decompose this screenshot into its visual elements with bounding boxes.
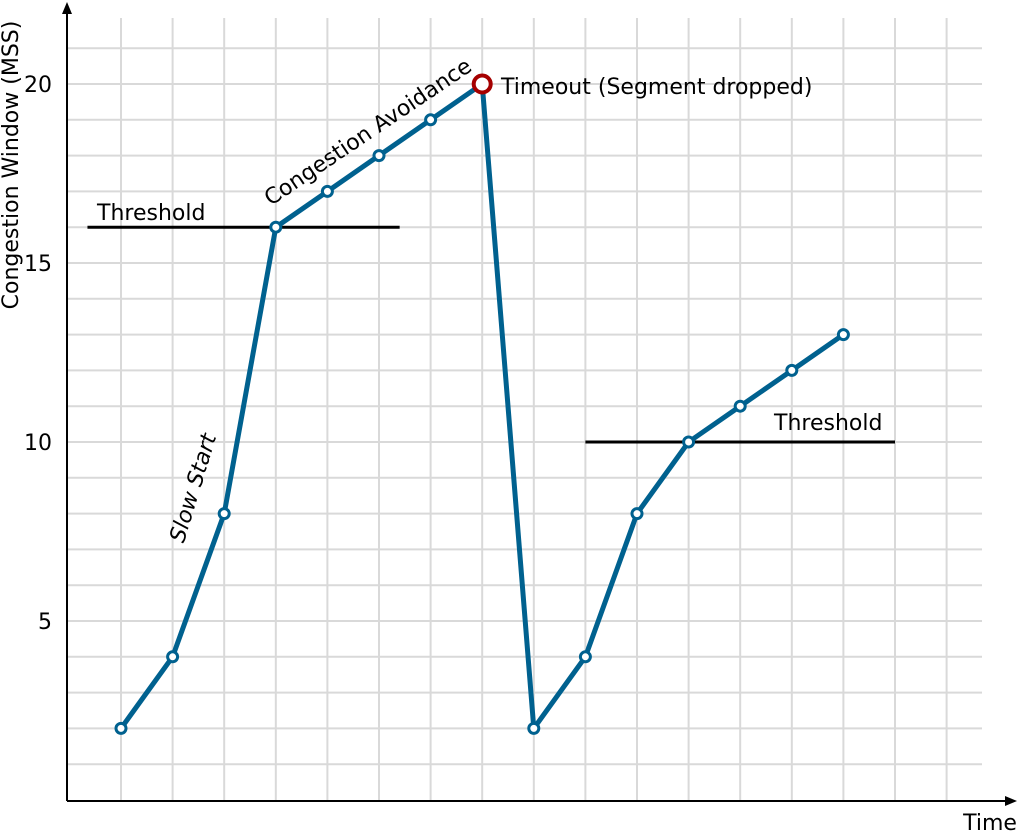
x-axis-arrow <box>1005 796 1017 806</box>
data-point <box>785 363 799 377</box>
series <box>114 73 850 735</box>
threshold-lines <box>87 225 895 444</box>
data-point <box>733 399 747 413</box>
threshold-label-1: Threshold <box>96 201 205 226</box>
data-point <box>269 220 283 234</box>
y-axis-arrow <box>62 2 72 14</box>
axes <box>62 2 1017 806</box>
data-point <box>578 650 592 664</box>
x-axis-label: Time <box>962 811 1017 832</box>
y-axis-label: Congestion Window (MSS) <box>0 21 24 310</box>
congestion-avoidance-label: Congestion Avoidance <box>260 54 476 211</box>
slow-start-label: Slow Start <box>165 429 222 545</box>
data-point <box>114 721 128 735</box>
data-point <box>320 184 334 198</box>
data-point <box>424 113 438 127</box>
threshold-label-2: Threshold <box>773 411 882 436</box>
data-point <box>217 507 231 521</box>
data-point <box>166 650 180 664</box>
y-tick-labels: 5 10 15 20 <box>24 73 52 635</box>
data-point <box>630 507 644 521</box>
y-tick-label: 10 <box>24 431 52 456</box>
timeout-marker <box>471 73 493 95</box>
data-point <box>527 721 541 735</box>
y-tick-label: 5 <box>38 610 52 635</box>
data-point <box>372 149 386 163</box>
data-point <box>836 328 850 342</box>
data-point <box>682 435 696 449</box>
y-tick-label: 15 <box>24 252 52 277</box>
timeout-label: Timeout (Segment dropped) <box>500 75 812 100</box>
grid <box>67 18 982 801</box>
y-tick-label: 20 <box>24 73 52 98</box>
